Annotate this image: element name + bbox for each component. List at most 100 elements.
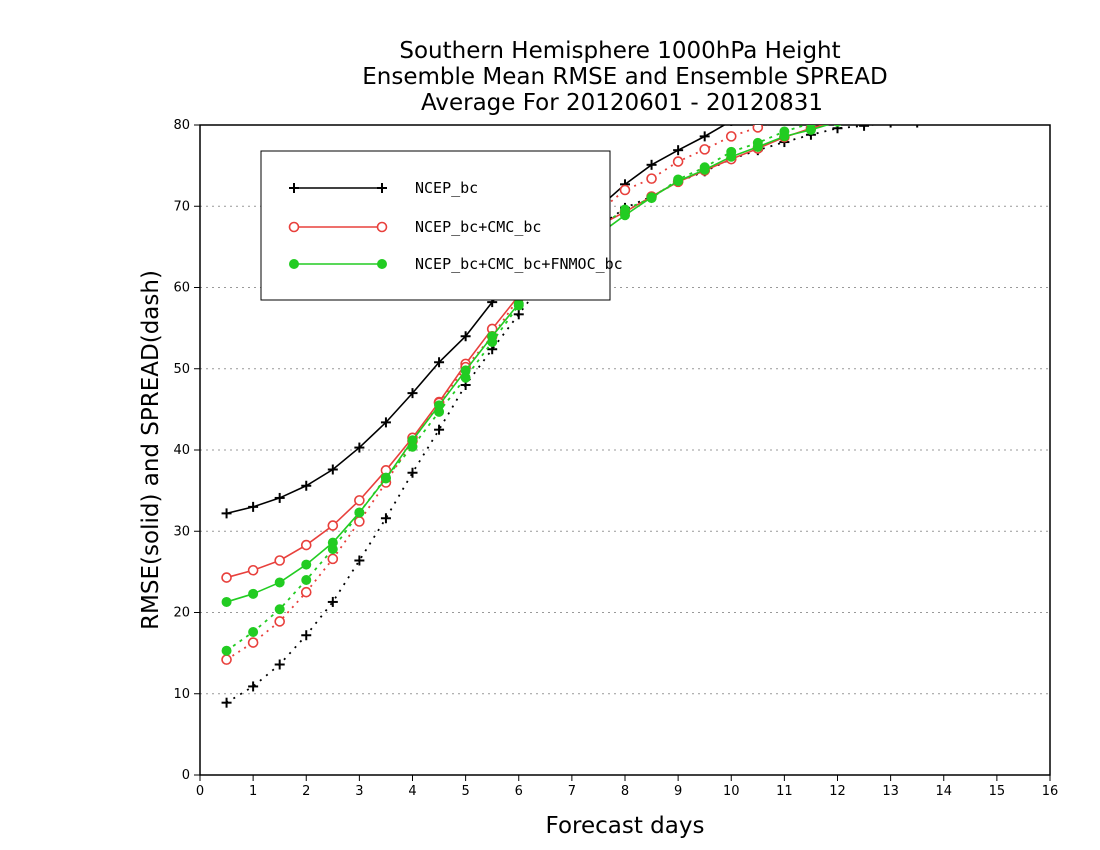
spread-point — [1019, 67, 1028, 76]
rmse-point — [913, 95, 922, 104]
spread-point — [992, 62, 1001, 71]
spread-point — [1018, 100, 1028, 110]
rmse-point — [407, 388, 418, 399]
rmse-point — [992, 31, 1002, 41]
spread-point — [859, 125, 870, 131]
spread-line — [226, 125, 768, 661]
rmse-point — [380, 417, 391, 428]
spread-point — [1046, 60, 1055, 69]
rmse-point — [646, 159, 657, 170]
rmse-point — [354, 442, 365, 453]
spread-point — [274, 659, 285, 670]
spread-point — [487, 336, 498, 347]
rmse-point — [274, 555, 285, 566]
rmse-point — [886, 102, 895, 111]
legend-marker — [289, 183, 299, 193]
title-line-2: Ensemble Mean RMSE and Ensemble SPREAD — [362, 64, 887, 90]
title-line-3: Average For 20120601 - 20120831 — [421, 90, 823, 116]
rmse-point — [274, 577, 285, 588]
spread-point — [248, 627, 259, 637]
rmse-point — [300, 539, 312, 551]
y-tick-label: 80 — [173, 118, 190, 133]
rmse-point — [966, 81, 975, 90]
x-tick-label: 6 — [515, 784, 523, 799]
x-tick-label: 15 — [989, 784, 1006, 799]
spread-point — [1019, 56, 1028, 65]
spread-point — [913, 93, 922, 102]
spread-point — [806, 125, 816, 129]
rmse-point — [221, 596, 232, 607]
spread-point — [965, 108, 975, 118]
rmse-point — [965, 39, 975, 49]
rmse-line — [226, 125, 826, 579]
rmse-point — [247, 564, 259, 576]
x-tick-label: 11 — [776, 784, 793, 799]
x-tick-label: 10 — [723, 784, 740, 799]
x-tick-label: 8 — [621, 784, 629, 799]
spread-point — [434, 424, 445, 435]
rmse-point — [221, 572, 232, 583]
spread-point — [886, 99, 895, 108]
rmse-line — [226, 125, 726, 515]
rmse-point — [699, 131, 710, 142]
rmse-point — [301, 480, 312, 491]
y-tick-label: 0 — [182, 768, 190, 783]
rmse-point — [992, 73, 1001, 82]
spread-point — [274, 604, 285, 615]
rmse-point — [886, 103, 895, 112]
rmse-point — [434, 357, 445, 368]
spread-point — [889, 125, 892, 128]
rmse-point — [992, 73, 1001, 82]
x-tick-label: 14 — [935, 784, 952, 799]
spread-point — [752, 137, 763, 148]
rmse-point — [1046, 58, 1055, 67]
legend-marker — [377, 259, 387, 269]
rmse-point — [248, 588, 259, 599]
rmse-point — [274, 492, 285, 503]
legend-marker — [289, 259, 299, 269]
spread-point — [274, 616, 285, 627]
series-layer — [221, 23, 1055, 708]
legend-item: NCEP_bc+CMC_bc — [288, 218, 541, 236]
y-tick-label: 40 — [173, 443, 190, 458]
rmse-point — [1019, 66, 1028, 75]
spread-point — [301, 575, 312, 585]
legend-marker — [377, 183, 387, 193]
spread-point — [354, 507, 365, 518]
rmse-point — [327, 520, 339, 531]
legend-marker — [376, 221, 388, 233]
x-tick-label: 12 — [829, 784, 846, 799]
spread-point — [327, 596, 338, 607]
y-tick-label: 20 — [173, 606, 190, 621]
spread-point — [380, 472, 391, 483]
rmse-point — [221, 508, 232, 519]
spread-point — [752, 125, 764, 133]
spread-point — [966, 80, 975, 89]
spread-point — [300, 586, 312, 598]
y-tick-label: 30 — [173, 524, 190, 539]
y-tick-label: 50 — [173, 362, 190, 377]
rmse-point — [1019, 65, 1028, 74]
title-line-1: Southern Hemisphere 1000hPa Height — [399, 38, 840, 64]
rmse-point — [1046, 59, 1055, 68]
spread-point — [1046, 49, 1055, 58]
series-2 — [221, 49, 1055, 665]
spread-point — [221, 645, 232, 656]
spread-point — [380, 513, 391, 524]
spread-point — [407, 467, 418, 478]
spread-point — [221, 697, 232, 708]
x-tick-label: 16 — [1042, 784, 1059, 799]
spread-point — [672, 156, 684, 167]
rmse-point — [833, 125, 842, 127]
spread-point — [673, 174, 684, 185]
x-tick-label: 2 — [302, 784, 310, 799]
chart-title: Southern Hemisphere 1000hPa Height Ensem… — [362, 38, 887, 116]
spread-point — [966, 69, 975, 78]
x-tick-label: 0 — [196, 784, 204, 799]
rmse-point — [1018, 23, 1028, 33]
x-tick-label: 1 — [249, 784, 257, 799]
x-tick-label: 3 — [355, 784, 363, 799]
spread-point — [939, 112, 949, 122]
